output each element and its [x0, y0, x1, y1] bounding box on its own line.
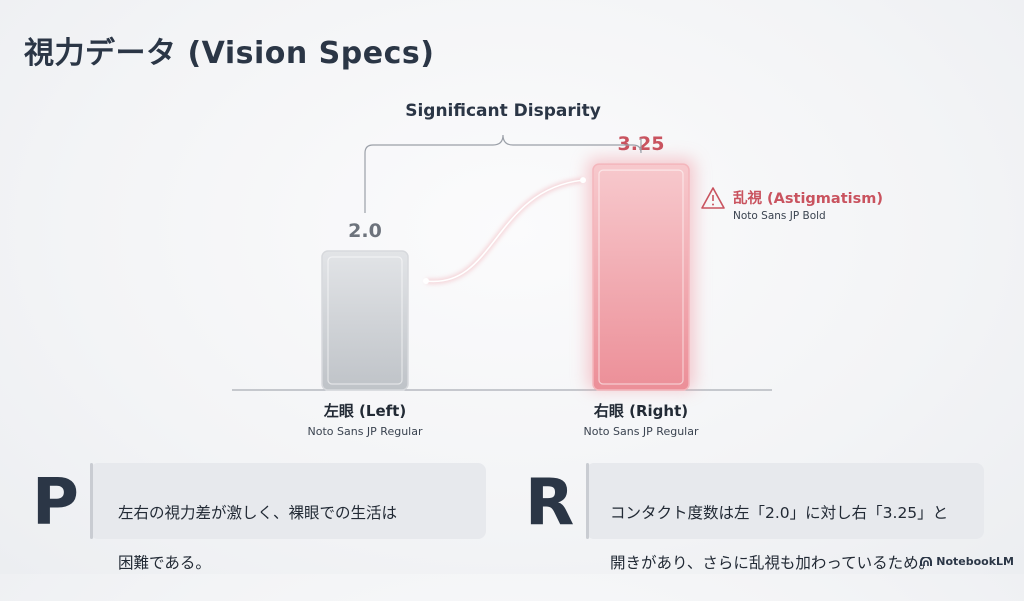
- bar-1: [592, 163, 690, 391]
- category-label-1: 右眼 (Right): [594, 402, 688, 420]
- notebooklm-logo-icon: [920, 556, 933, 566]
- point-text-r: コンタクト度数は左「2.0」に対し右「3.25」と 開きがあり、さらに乱視も加わ…: [610, 476, 948, 601]
- annotation-label: 乱視 (Astigmatism): [733, 189, 883, 207]
- warning-icon-dot: [712, 203, 714, 206]
- curve-start-dot: [423, 278, 429, 284]
- point-box-p: [90, 463, 486, 539]
- point-text-r-line-2: 開きがあり、さらに乱視も加わっているため。: [610, 554, 935, 572]
- warning-icon: [701, 187, 725, 209]
- point-text-p: 左右の視力差が激しく、裸眼での生活は 困難である。: [118, 476, 397, 601]
- watermark-text: NotebookLM: [936, 555, 1014, 568]
- category-sublabel-1: Noto Sans JP Regular: [584, 425, 699, 438]
- curve-end-dot: [580, 177, 586, 184]
- watermark: NotebookLM: [920, 555, 1014, 568]
- disparity-curve-glow: [425, 177, 584, 284]
- disparity-bracket-label: Significant Disparity: [405, 101, 601, 121]
- point-text-p-line-1: 左右の視力差が激しく、裸眼での生活は: [118, 504, 398, 522]
- annotation-sublabel: Noto Sans JP Bold: [733, 210, 826, 222]
- category-sublabel-0: Noto Sans JP Regular: [308, 425, 423, 438]
- point-letter-r: R: [525, 466, 575, 540]
- bar-inner-frame-1: [598, 169, 684, 385]
- point-text-r-line-1: コンタクト度数は左「2.0」に対し右「3.25」と: [610, 504, 949, 522]
- point-text-p-line-2: 困難である。: [118, 554, 211, 572]
- category-label-0: 左眼 (Left): [323, 402, 406, 420]
- bar-0: [321, 250, 409, 391]
- page-title: 視力データ (Vision Specs): [24, 36, 435, 71]
- point-box-r: [586, 463, 984, 539]
- bar-value-label-0: 2.0: [348, 220, 382, 242]
- bar-inner-frame-0: [327, 256, 403, 385]
- disparity-bracket: [364, 134, 642, 213]
- disparity-curve: [425, 179, 584, 283]
- point-letter-p: P: [32, 466, 79, 540]
